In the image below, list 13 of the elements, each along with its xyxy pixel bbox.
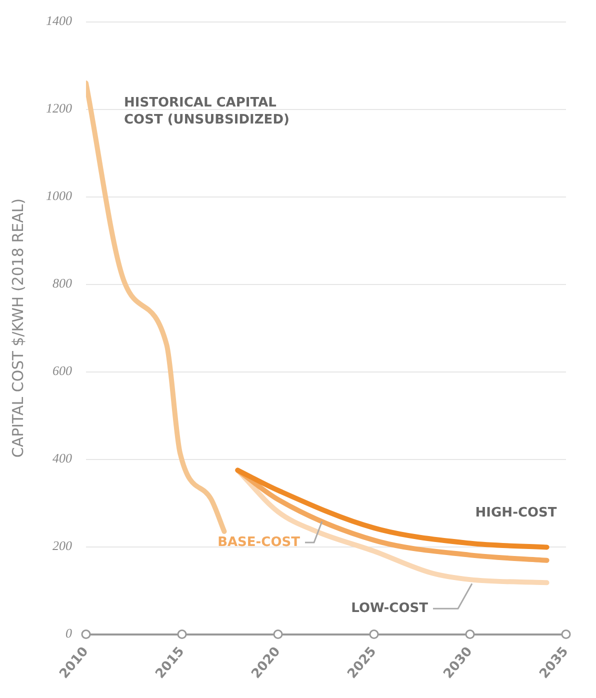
y-tick-label: 1200: [46, 100, 72, 116]
y-tick-label: 800: [52, 276, 72, 291]
y-tick-label: 400: [52, 450, 72, 466]
y-tick-label: 600: [52, 363, 72, 378]
y-tick-label: 0: [66, 626, 72, 641]
y-tick-label: 1400: [46, 13, 72, 28]
series-label: HIGH-COST: [475, 506, 557, 521]
text: LOW-COST: [351, 600, 428, 616]
y-axis-title: CAPITAL COST $/KWH (2018 REAL): [8, 198, 27, 458]
text: HISTORICAL CAPITAL COST (UNSUBSIDIZED): [124, 95, 290, 128]
series-label: BASE-COST: [218, 534, 300, 550]
y-tick-label: 1000: [46, 188, 72, 204]
y-tick-label: 200: [52, 538, 72, 554]
